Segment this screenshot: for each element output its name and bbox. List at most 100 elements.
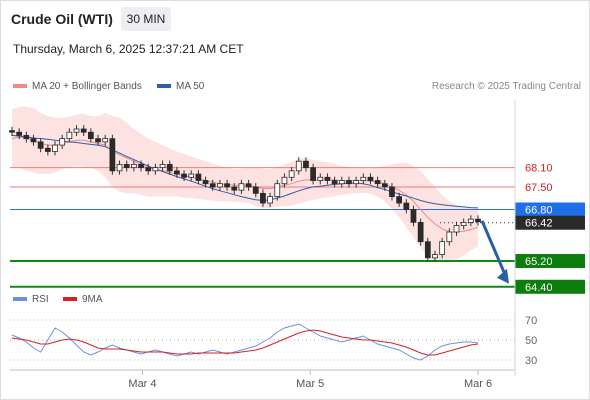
candle-body	[52, 144, 58, 152]
rsi-tick-label: 70	[525, 315, 537, 327]
candle-body	[217, 183, 223, 188]
candle-body	[417, 221, 424, 243]
candle-body	[231, 186, 238, 191]
candle-body	[367, 176, 374, 181]
candle-body	[446, 231, 453, 243]
legend-rsi-label: RSI	[32, 294, 49, 305]
x-tick-label: Mar 6	[464, 378, 492, 390]
candle-body	[209, 183, 216, 188]
candle-body	[381, 183, 388, 188]
candle-body	[346, 180, 352, 185]
candle-body	[467, 218, 474, 223]
candle-body	[102, 138, 109, 143]
rsi-line	[11, 323, 479, 361]
candle-body	[59, 138, 66, 146]
legend-ma50-label: MA 50	[176, 81, 205, 92]
9ma-swatch	[63, 297, 77, 302]
candle-body	[389, 186, 395, 198]
candle-body	[66, 131, 73, 140]
candle-body	[44, 147, 51, 152]
candle-body	[353, 180, 359, 185]
candle-body	[152, 167, 159, 172]
price-level-tag	[515, 279, 585, 294]
rsi-tick-label: 30	[525, 355, 537, 367]
candle-body	[303, 160, 309, 169]
ma20-swatch	[13, 84, 27, 89]
projection-arrow-shaft	[480, 220, 508, 278]
candle-body	[195, 173, 202, 181]
candle-body	[360, 176, 367, 181]
legend-ma20-label: MA 20 + Bollinger Bands	[32, 81, 142, 92]
candle-body	[9, 130, 15, 133]
price-level-label: 64.40	[525, 282, 553, 294]
candle-body	[202, 180, 209, 185]
candle-body	[145, 167, 152, 172]
candle-body	[123, 164, 130, 169]
price-level-label: 68.10	[525, 163, 553, 175]
candle-body	[453, 225, 460, 233]
legend-ma50: MA 50	[157, 81, 204, 92]
rsi-ma9-line	[11, 329, 479, 356]
price-level-label: 66.42	[525, 218, 553, 230]
rsi-tick-label: 50	[525, 335, 537, 347]
bollinger-band-area	[12, 106, 478, 263]
candle-body	[324, 176, 331, 181]
price-level-label: 66.80	[525, 204, 553, 216]
timestamp: Thursday, March 6, 2025 12:37:21 AM CET	[13, 42, 244, 56]
legend-rsi: RSI	[13, 294, 49, 305]
x-tick-label: Mar 4	[128, 378, 156, 390]
candle-body	[166, 164, 173, 172]
candle-body	[238, 183, 245, 191]
research-credit: Research © 2025 Trading Central	[431, 81, 581, 92]
price-level-label: 67.50	[525, 182, 553, 194]
candle-body	[73, 128, 80, 133]
price-level-tag	[515, 254, 585, 269]
candle-body	[181, 173, 187, 178]
candle-body	[109, 138, 116, 172]
candle-body	[174, 170, 180, 175]
candle-body	[274, 183, 281, 198]
candle-body	[23, 135, 30, 140]
candle-body	[295, 160, 302, 172]
candle-body	[475, 218, 481, 223]
candle-body	[267, 196, 273, 204]
candle-body	[16, 131, 23, 136]
candle-body	[403, 202, 410, 210]
candle-body	[37, 141, 44, 149]
candle-body	[432, 254, 438, 259]
ma20-line	[11, 136, 479, 233]
candle-body	[260, 192, 266, 204]
candle-body	[460, 221, 467, 226]
candle-body	[30, 138, 37, 143]
candle-body	[95, 138, 101, 143]
candle-body	[310, 167, 316, 181]
timeframe-button[interactable]: 30 MIN	[121, 7, 171, 31]
candle-body	[188, 173, 195, 178]
candle-body	[374, 180, 381, 185]
candle-body	[245, 183, 252, 188]
candle-body	[410, 209, 417, 223]
candle-body	[338, 180, 345, 185]
candle-body	[424, 241, 431, 259]
candle-body	[138, 164, 144, 169]
legend-ma20: MA 20 + Bollinger Bands	[13, 81, 142, 92]
candle-body	[288, 170, 295, 178]
candle-body	[252, 186, 259, 194]
price-level-tag	[515, 202, 585, 217]
candle-body	[331, 180, 338, 185]
ma50-line	[11, 134, 479, 209]
legend-9ma-label: 9MA	[82, 294, 103, 305]
rsi-swatch	[13, 297, 27, 302]
candle-body	[131, 164, 137, 169]
candle-body	[80, 128, 87, 133]
x-tick-label: Mar 5	[296, 378, 324, 390]
legend-9ma: 9MA	[63, 294, 103, 305]
price-level-label: 65.20	[525, 256, 553, 268]
candle-body	[159, 164, 166, 169]
candle-body	[116, 164, 123, 172]
candle-body	[396, 196, 403, 204]
price-level-tag	[515, 215, 585, 230]
candle-body	[87, 131, 94, 140]
candle-body	[317, 176, 324, 181]
